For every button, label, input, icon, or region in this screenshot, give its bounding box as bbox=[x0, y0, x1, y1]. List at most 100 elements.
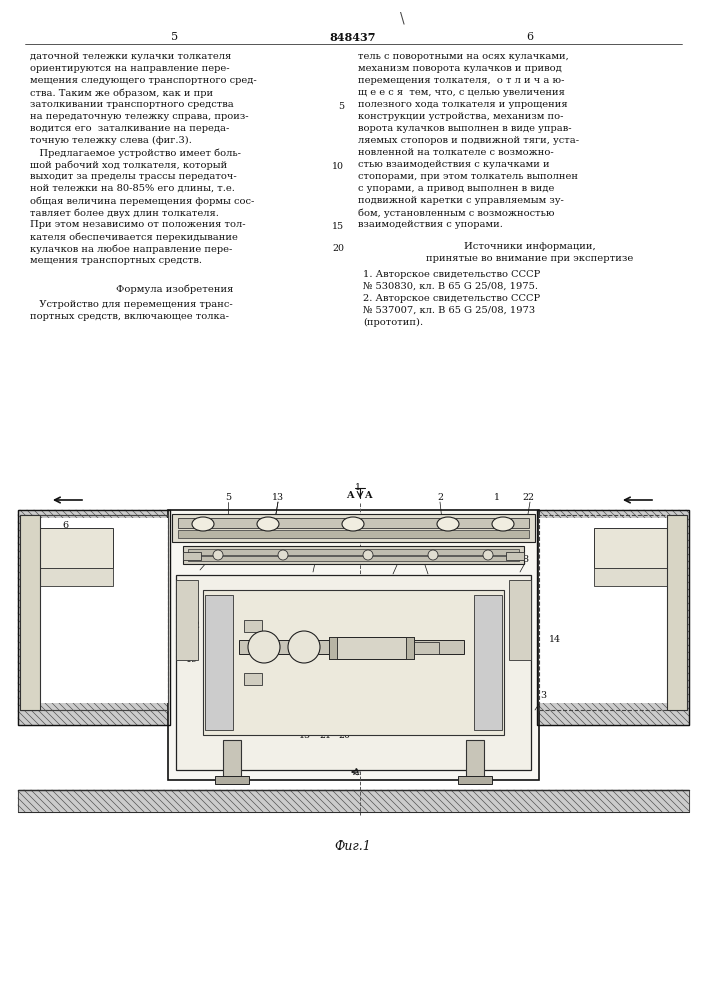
Bar bbox=[18, 510, 170, 725]
Bar bbox=[537, 510, 689, 725]
Bar bbox=[18, 510, 170, 725]
Text: 15: 15 bbox=[299, 732, 311, 740]
Text: Источники информации,: Источники информации, bbox=[464, 242, 596, 251]
Text: кулачков на любое направление пере-: кулачков на любое направление пере- bbox=[30, 244, 233, 253]
Text: ориентируются на направление пере-: ориентируются на направление пере- bbox=[30, 64, 230, 73]
Text: 13: 13 bbox=[272, 493, 284, 502]
Bar bbox=[406, 637, 414, 659]
Text: Формула изобретения: Формула изобретения bbox=[117, 284, 234, 294]
Text: 17: 17 bbox=[424, 680, 436, 690]
Text: тель с поворотными на осях кулачками,: тель с поворотными на осях кулачками, bbox=[358, 52, 568, 61]
Text: 1: 1 bbox=[494, 493, 500, 502]
Bar bbox=[539, 518, 671, 703]
Text: шой рабочий ход толкателя, который: шой рабочий ход толкателя, который bbox=[30, 160, 227, 169]
Text: даточной тележки кулачки толкателя: даточной тележки кулачки толкателя bbox=[30, 52, 231, 61]
Text: тавляет более двух длин толкателя.: тавляет более двух длин толкателя. bbox=[30, 208, 219, 218]
Text: общая величина перемещения формы сос-: общая величина перемещения формы сос- bbox=[30, 196, 255, 206]
Bar bbox=[594, 568, 684, 586]
Text: подвижной каретки с управляемым зу-: подвижной каретки с управляемым зу- bbox=[358, 196, 564, 205]
Ellipse shape bbox=[492, 517, 514, 531]
Text: A: A bbox=[352, 768, 358, 777]
Text: 5: 5 bbox=[171, 32, 179, 42]
Bar bbox=[223, 740, 241, 780]
Text: перемещения толкателя,  о т л и ч а ю-: перемещения толкателя, о т л и ч а ю- bbox=[358, 76, 564, 85]
Circle shape bbox=[428, 550, 438, 560]
Text: точную тележку слева (фиг.3).: точную тележку слева (фиг.3). bbox=[30, 136, 192, 145]
Bar bbox=[667, 515, 687, 710]
Bar bbox=[458, 776, 492, 784]
Bar bbox=[183, 552, 201, 560]
Bar bbox=[594, 528, 684, 568]
Text: полезного хода толкателя и упрощения: полезного хода толкателя и упрощения bbox=[358, 100, 568, 109]
Ellipse shape bbox=[192, 517, 214, 531]
Bar bbox=[178, 518, 529, 528]
Text: мещения транспортных средств.: мещения транспортных средств. bbox=[30, 256, 202, 265]
Text: 9: 9 bbox=[422, 558, 428, 566]
Text: Устройство для перемещения транс-: Устройство для перемещения транс- bbox=[30, 300, 233, 309]
Text: A: A bbox=[364, 491, 372, 500]
Text: 1: 1 bbox=[355, 484, 361, 492]
Text: 5: 5 bbox=[225, 493, 231, 502]
Text: 10: 10 bbox=[332, 162, 344, 171]
Bar bbox=[506, 552, 524, 560]
Bar bbox=[168, 510, 539, 780]
Bar bbox=[172, 514, 535, 542]
Text: выходит за пределы трассы передаточ-: выходит за пределы трассы передаточ- bbox=[30, 172, 237, 181]
Bar bbox=[539, 515, 687, 710]
Bar bbox=[20, 515, 168, 710]
Bar bbox=[23, 528, 113, 568]
Text: 11: 11 bbox=[309, 556, 321, 564]
Ellipse shape bbox=[437, 517, 459, 531]
Text: 14: 14 bbox=[549, 636, 561, 645]
Polygon shape bbox=[537, 510, 689, 725]
Text: 3: 3 bbox=[540, 690, 546, 700]
Bar bbox=[203, 590, 504, 735]
Text: (прототип).: (прототип). bbox=[363, 318, 423, 327]
Text: принятые во внимание при экспертизе: принятые во внимание при экспертизе bbox=[426, 254, 633, 263]
Text: 6: 6 bbox=[527, 32, 534, 42]
Bar bbox=[176, 575, 531, 770]
Bar bbox=[244, 620, 262, 632]
Text: ворота кулачков выполнен в виде управ-: ворота кулачков выполнен в виде управ- bbox=[358, 124, 572, 133]
Bar bbox=[414, 642, 439, 654]
Text: 848437: 848437 bbox=[329, 32, 376, 43]
Text: 18: 18 bbox=[64, 550, 76, 560]
Text: ной тележки на 80-85% его длины, т.е.: ной тележки на 80-85% его длины, т.е. bbox=[30, 184, 235, 193]
Text: Предлагаемое устройство имеет боль-: Предлагаемое устройство имеет боль- bbox=[30, 148, 241, 157]
Text: водится его  заталкивание на переда-: водится его заталкивание на переда- bbox=[30, 124, 229, 133]
Circle shape bbox=[278, 550, 288, 560]
Text: ляемых стопоров и подвижной тяги, уста-: ляемых стопоров и подвижной тяги, уста- bbox=[358, 136, 579, 145]
Text: конструкции устройства, механизм по-: конструкции устройства, механизм по- bbox=[358, 112, 563, 121]
Text: стью взаимодействия с кулачками и: стью взаимодействия с кулачками и bbox=[358, 160, 549, 169]
Polygon shape bbox=[18, 510, 170, 725]
Bar bbox=[188, 549, 519, 555]
Ellipse shape bbox=[257, 517, 279, 531]
Text: 18: 18 bbox=[249, 634, 261, 643]
Text: 4: 4 bbox=[204, 554, 210, 562]
Bar bbox=[537, 510, 689, 725]
Text: щ е е с я  тем, что, с целью увеличения: щ е е с я тем, что, с целью увеличения bbox=[358, 88, 565, 97]
Text: 7: 7 bbox=[394, 558, 400, 566]
Text: бом, установленным с возможностью: бом, установленным с возможностью bbox=[358, 208, 554, 218]
Text: мещения следующего транспортного сред-: мещения следующего транспортного сред- bbox=[30, 76, 257, 85]
Bar bbox=[329, 637, 337, 659]
Bar bbox=[239, 640, 464, 654]
Text: 20: 20 bbox=[332, 244, 344, 253]
Bar bbox=[20, 515, 40, 710]
Text: новленной на толкателе с возможно-: новленной на толкателе с возможно- bbox=[358, 148, 554, 157]
Circle shape bbox=[483, 550, 493, 560]
Bar bbox=[20, 515, 168, 710]
Ellipse shape bbox=[342, 517, 364, 531]
Text: 8: 8 bbox=[522, 556, 528, 564]
Text: стопорами, при этом толкатель выполнен: стопорами, при этом толкатель выполнен bbox=[358, 172, 578, 181]
Text: на передаточную тележку справа, произ-: на передаточную тележку справа, произ- bbox=[30, 112, 249, 121]
Circle shape bbox=[213, 550, 223, 560]
Text: ства. Таким же образом, как и при: ства. Таким же образом, как и при bbox=[30, 88, 213, 98]
Text: 1. Авторское свидетельство СССР: 1. Авторское свидетельство СССР bbox=[363, 270, 540, 279]
Text: затолкивании транспортного средства: затолкивании транспортного средства bbox=[30, 100, 234, 109]
Text: 2. Авторское свидетельство СССР: 2. Авторское свидетельство СССР bbox=[363, 294, 540, 303]
Bar bbox=[474, 595, 502, 730]
Text: 16: 16 bbox=[244, 624, 256, 633]
Text: 12: 12 bbox=[189, 620, 201, 630]
Text: 2: 2 bbox=[437, 493, 443, 502]
